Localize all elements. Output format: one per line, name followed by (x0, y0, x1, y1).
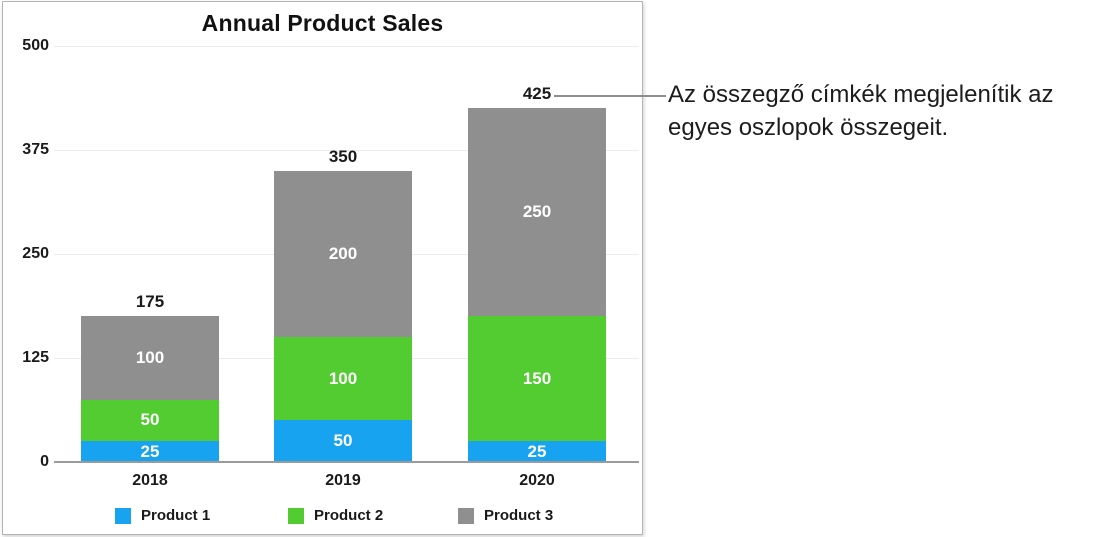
y-tick-label: 0 (40, 453, 49, 470)
legend-label: Product 2 (314, 507, 384, 524)
bar-segment-product-1: 25 (81, 441, 219, 462)
segment-value-label: 50 (333, 431, 353, 451)
segment-value-label: 100 (135, 347, 165, 367)
legend-label: Product 1 (141, 507, 211, 524)
legend-label: Product 3 (484, 507, 554, 524)
bar-segment-product-3: 250 (468, 108, 606, 317)
legend-swatch-1 (115, 507, 131, 524)
bar-segment-product-2: 100 (274, 337, 412, 421)
total-label: 350 (328, 146, 358, 166)
segment-value-label: 25 (527, 441, 547, 461)
chart-title: Annual Product Sales (201, 10, 444, 36)
x-axis-line (54, 461, 639, 463)
bar-segment-product-3: 100 (81, 316, 219, 400)
segment-value-label: 100 (328, 368, 358, 388)
chart-panel: Annual Product Sales 0 125 250 375 500 25 50 10… (2, 1, 643, 535)
bar-segment-product-1: 50 (274, 420, 412, 462)
segment-value-label: 250 (522, 202, 552, 222)
x-tick-label: 2018 (132, 472, 168, 489)
segment-value-label: 25 (140, 441, 160, 461)
annotation-line: Az összegző címkék megjelenítik az (668, 81, 1054, 108)
y-tick-label: 250 (22, 245, 49, 262)
gridline (54, 45, 639, 47)
legend-item: Product 1 (115, 507, 210, 524)
y-tick-label: 125 (22, 349, 49, 366)
legend-item: Product 3 (458, 507, 553, 524)
bar-segment-product-3: 200 (274, 170, 412, 338)
annotation-line: egyes oszlopok összegeit. (668, 114, 949, 141)
segment-value-label: 200 (328, 243, 358, 263)
y-tick-label: 375 (22, 141, 49, 158)
segment-value-label: 50 (140, 410, 160, 430)
total-label: 425 (522, 84, 552, 104)
total-label: 175 (135, 292, 165, 312)
bar-segment-product-2: 150 (468, 316, 606, 442)
bar-segment-product-2: 50 (81, 399, 219, 442)
plot-area: 0 125 250 375 500 25 50 100 175 2018 50 100 200 350 20… (3, 2, 642, 534)
x-tick-label: 2019 (325, 472, 361, 489)
legend-item: Product 2 (288, 507, 383, 524)
callout-line (554, 95, 666, 97)
bar-segment-product-1: 25 (468, 441, 606, 462)
annotation-text: Az összegző címkék megjelenítik az egyes … (668, 78, 1108, 144)
legend-swatch-3 (458, 507, 474, 524)
x-tick-label: 2020 (519, 472, 555, 489)
gridline (54, 149, 639, 151)
segment-value-label: 150 (522, 368, 552, 388)
legend-swatch-2 (288, 507, 304, 524)
y-tick-label: 500 (22, 37, 49, 54)
